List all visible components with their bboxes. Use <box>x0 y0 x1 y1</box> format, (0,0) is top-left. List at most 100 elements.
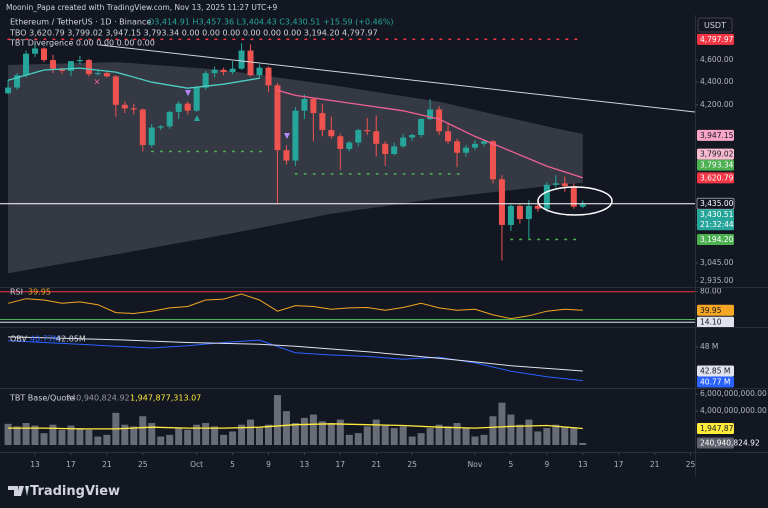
volume-bar <box>390 428 398 445</box>
x-tick-label: 13 <box>30 460 40 469</box>
candle-body <box>238 50 245 69</box>
candle-body <box>355 130 362 143</box>
candle-body <box>67 61 74 71</box>
volume-bar <box>229 431 237 445</box>
candle-body <box>14 75 21 88</box>
price-label-box <box>697 437 734 449</box>
price-label-box <box>697 159 734 171</box>
volume-bar <box>184 429 192 445</box>
candle-body <box>507 205 514 225</box>
volume-bar <box>300 417 308 445</box>
volume-bar <box>354 433 362 445</box>
candle-body <box>498 179 505 225</box>
volume-bar <box>516 424 524 445</box>
line <box>8 336 583 372</box>
volume-bar <box>336 419 344 445</box>
candle-body <box>157 126 164 128</box>
currency[interactable]: USDT <box>704 21 726 30</box>
candle-body <box>516 205 523 219</box>
candle-body <box>472 143 479 148</box>
candle-body <box>139 109 146 146</box>
volume-bar <box>49 424 57 445</box>
price-label-box <box>697 316 734 328</box>
y-tick-label: 80.00 <box>700 287 722 296</box>
volume-bar <box>498 402 506 445</box>
candle-body <box>463 147 470 153</box>
volume-bar <box>130 426 138 445</box>
price-label: 3,799.02 <box>700 150 734 159</box>
price-label-box <box>697 304 734 316</box>
volume-bar <box>561 426 569 445</box>
volume-bar <box>264 424 272 445</box>
volume-bar <box>220 434 228 445</box>
candle-body <box>346 142 353 149</box>
price-label-box <box>697 233 734 245</box>
candle-body <box>328 130 335 137</box>
volume-bar <box>525 419 533 445</box>
volume-title: TBT Base/Quote <box>9 394 74 403</box>
candle-body <box>40 48 47 61</box>
volume-bar <box>238 424 246 445</box>
candle-body <box>283 150 290 161</box>
x-tick-label: 5 <box>230 460 235 469</box>
volume-bar <box>202 423 210 445</box>
candle-body <box>525 205 532 219</box>
currency-box[interactable] <box>697 17 733 33</box>
candle-body <box>337 136 344 149</box>
x-tick-label: 21 <box>650 460 660 469</box>
price-label-box <box>697 148 734 160</box>
volume-bar <box>175 428 183 445</box>
layers: 4,600.004,400.004,200.003,290.003,045.00… <box>0 33 767 469</box>
x-tick-label: 13 <box>578 460 588 469</box>
price-label-box <box>697 172 734 184</box>
volume-bar <box>318 421 326 445</box>
volume-bar <box>471 436 479 445</box>
candle-body <box>85 60 92 75</box>
volume-bar <box>399 426 407 445</box>
candle-body <box>391 146 398 155</box>
candle-body <box>103 73 110 77</box>
candle-body <box>148 127 155 146</box>
y-tick-label: 4,400.00 <box>700 77 734 86</box>
candle-body <box>579 204 586 207</box>
x-tick-label: 9 <box>544 460 549 469</box>
candle-body <box>561 183 568 187</box>
volume-bar <box>94 436 102 445</box>
signal-down <box>284 133 290 139</box>
volume-bar <box>381 424 389 445</box>
volume-bar <box>121 424 129 445</box>
volume-bar <box>76 428 84 445</box>
logo-text: TradingView <box>30 484 120 499</box>
candle-body <box>23 53 30 76</box>
candle-body <box>570 186 577 207</box>
y-tick-label: 3,045.00 <box>700 258 734 267</box>
line <box>277 89 584 179</box>
price-label: 40.77 M <box>700 377 730 386</box>
candle-body <box>427 109 434 120</box>
x-tick-label: 5 <box>509 460 514 469</box>
y-tick-label: 2,935.00 <box>700 276 734 285</box>
candle-body <box>292 110 299 161</box>
candle-body <box>220 69 227 72</box>
candle-body <box>454 141 461 153</box>
volume-bar <box>570 427 578 445</box>
volume-bar <box>435 424 443 445</box>
obv-value: 40.77M <box>30 335 60 344</box>
volume-bar <box>282 411 290 445</box>
candle-body <box>5 87 12 94</box>
volume-bar <box>426 428 434 445</box>
ohlc: O3,414.91 H3,457.36 L3,404.43 C3,430.51 … <box>148 18 394 27</box>
y-tick-label: 4,200.00 <box>700 100 734 109</box>
price-label: 240,940,824.92 <box>700 438 760 447</box>
candle-body <box>49 60 56 69</box>
indicator-legend: TBO 3,620.79 3,799.02 3,947.15 3,793.34 … <box>9 29 378 38</box>
y-tick-label: 4,000,000,000.00 <box>700 406 767 415</box>
volume-bar <box>148 423 156 445</box>
candle-body <box>301 99 308 111</box>
x-tick-label: Oct <box>190 460 203 469</box>
line <box>7 293 583 320</box>
candle-body <box>229 68 236 72</box>
price-label-box <box>697 365 734 377</box>
